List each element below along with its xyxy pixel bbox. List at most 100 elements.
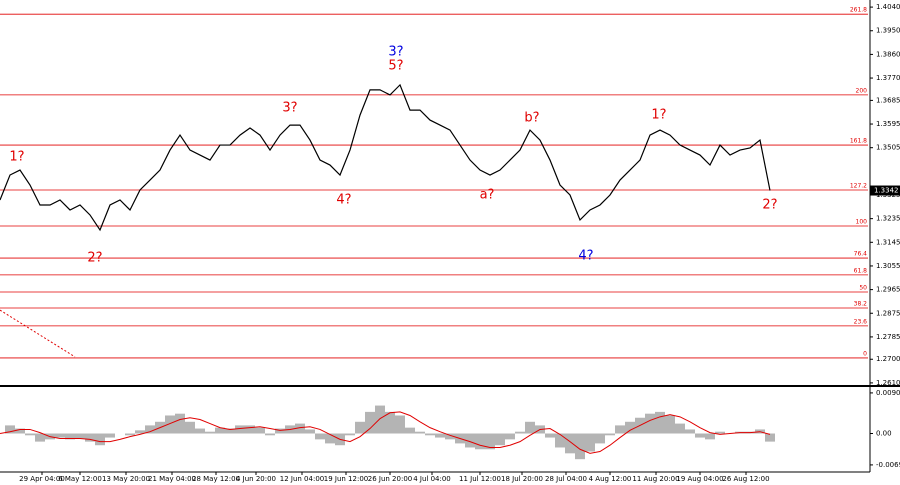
osc-bar [465, 433, 475, 448]
x-tick-label: 21 May 04:00 [148, 475, 196, 483]
osc-bar [195, 428, 205, 434]
osc-bar [695, 433, 705, 438]
osc-bar [5, 425, 15, 434]
osc-bar [25, 433, 35, 436]
x-tick-label: 19 Jun 12:00 [324, 475, 368, 483]
osc-bar [75, 433, 85, 439]
y-tick-label: 1.3055 [876, 262, 900, 270]
osc-bar [55, 433, 65, 438]
osc-bar [575, 433, 585, 460]
osc-bar [625, 421, 635, 434]
osc-bar [405, 427, 415, 434]
osc-bar [255, 427, 265, 434]
fib-label: 38.2 [854, 301, 868, 308]
osc-bar [145, 425, 155, 434]
y-tick-label: 1.2965 [876, 286, 900, 294]
osc-bar [565, 433, 575, 454]
x-tick-label: 28 May 12:00 [192, 475, 240, 483]
x-tick-label: 12 Jun 04:00 [280, 475, 324, 483]
osc-bar [265, 433, 275, 436]
osc-bar [175, 413, 185, 434]
trendline [0, 309, 76, 358]
osc-signal [0, 411, 771, 454]
osc-bar [325, 433, 335, 444]
y-tick-label: 1.3145 [876, 238, 900, 246]
wave-label: 1? [651, 108, 666, 123]
osc-bar [35, 433, 45, 442]
osc-bar [585, 433, 595, 452]
osc-bar [545, 433, 555, 438]
y-tick-label: 1.3595 [876, 120, 900, 128]
y-tick-label: 1.3685 [876, 96, 900, 104]
osc-bar [615, 425, 625, 434]
osc-bar [515, 431, 525, 434]
osc-bar [415, 431, 425, 434]
fib-label: 0 [863, 350, 867, 357]
osc-bar [205, 431, 215, 434]
x-tick-label: 28 Jul 04:00 [545, 475, 587, 483]
fib-label: 200 [856, 87, 868, 94]
osc-bar [125, 433, 135, 436]
osc-bar [595, 433, 605, 444]
wave-label: 4? [578, 248, 593, 263]
osc-bar [135, 430, 145, 434]
wave-label: 1? [9, 149, 24, 164]
osc-bar [475, 433, 485, 450]
osc-bar [505, 433, 515, 440]
y-tick-label: 1.4040 [876, 3, 900, 11]
osc-bar [525, 421, 535, 434]
current-price-label: 1.3342 [874, 187, 899, 195]
wave-label: 2? [87, 251, 102, 266]
fib-label: 100 [856, 219, 868, 226]
osc-bar [375, 405, 385, 434]
price-line [0, 83, 771, 232]
osc-bar [685, 429, 695, 434]
osc-bar [95, 433, 105, 446]
osc-bar [485, 433, 495, 450]
osc-bar [665, 415, 675, 434]
wave-label: a? [480, 187, 495, 202]
y-tick-label: 1.2610 [876, 379, 900, 387]
x-tick-label: 13 May 20:00 [102, 475, 150, 483]
x-tick-label: 4 Aug 12:00 [589, 475, 632, 483]
osc-bar [435, 433, 445, 438]
x-tick-label: 19 Aug 04:00 [676, 475, 723, 483]
osc-bar [675, 423, 685, 434]
osc-bar [345, 433, 355, 436]
osc-bar [245, 425, 255, 434]
osc-bar [705, 433, 715, 440]
wave-label: b? [524, 110, 539, 125]
x-tick-label: 29 Apr 04:00 [19, 475, 65, 483]
osc-bar [555, 433, 565, 448]
osc-bar [645, 413, 655, 434]
osc-bar [495, 433, 505, 446]
osc-bar [715, 431, 725, 434]
wave-label: 4? [336, 192, 351, 207]
osc-bar [425, 433, 435, 436]
osc-bar [765, 433, 775, 442]
fib-label: 23.6 [854, 318, 868, 325]
osc-bar [655, 411, 665, 434]
osc-bar [225, 428, 235, 434]
y-tick-label: 1.2700 [876, 355, 900, 363]
x-tick-label: 4 Jun 20:00 [236, 475, 276, 483]
osc-bar [445, 433, 455, 440]
x-tick-label: 11 Aug 20:00 [632, 475, 679, 483]
current-price-box [870, 185, 900, 196]
osc-bar [185, 421, 195, 434]
osc-bar [315, 433, 325, 440]
wave-label: 3? [282, 101, 297, 116]
osc-bar [65, 433, 75, 440]
osc-bar [605, 433, 615, 436]
fib-label: 161.8 [850, 138, 867, 145]
osc-tick-label: 0.00 [876, 430, 892, 438]
y-tick-label: 1.3950 [876, 27, 900, 35]
osc-bar [235, 425, 245, 434]
x-tick-label: 6 May 12:00 [58, 475, 102, 483]
x-tick-label: 11 Jul 12:00 [459, 475, 501, 483]
osc-bar [365, 411, 375, 434]
fib-label: 76.4 [854, 251, 868, 258]
osc-tick-label: 0.00901 [876, 389, 900, 397]
